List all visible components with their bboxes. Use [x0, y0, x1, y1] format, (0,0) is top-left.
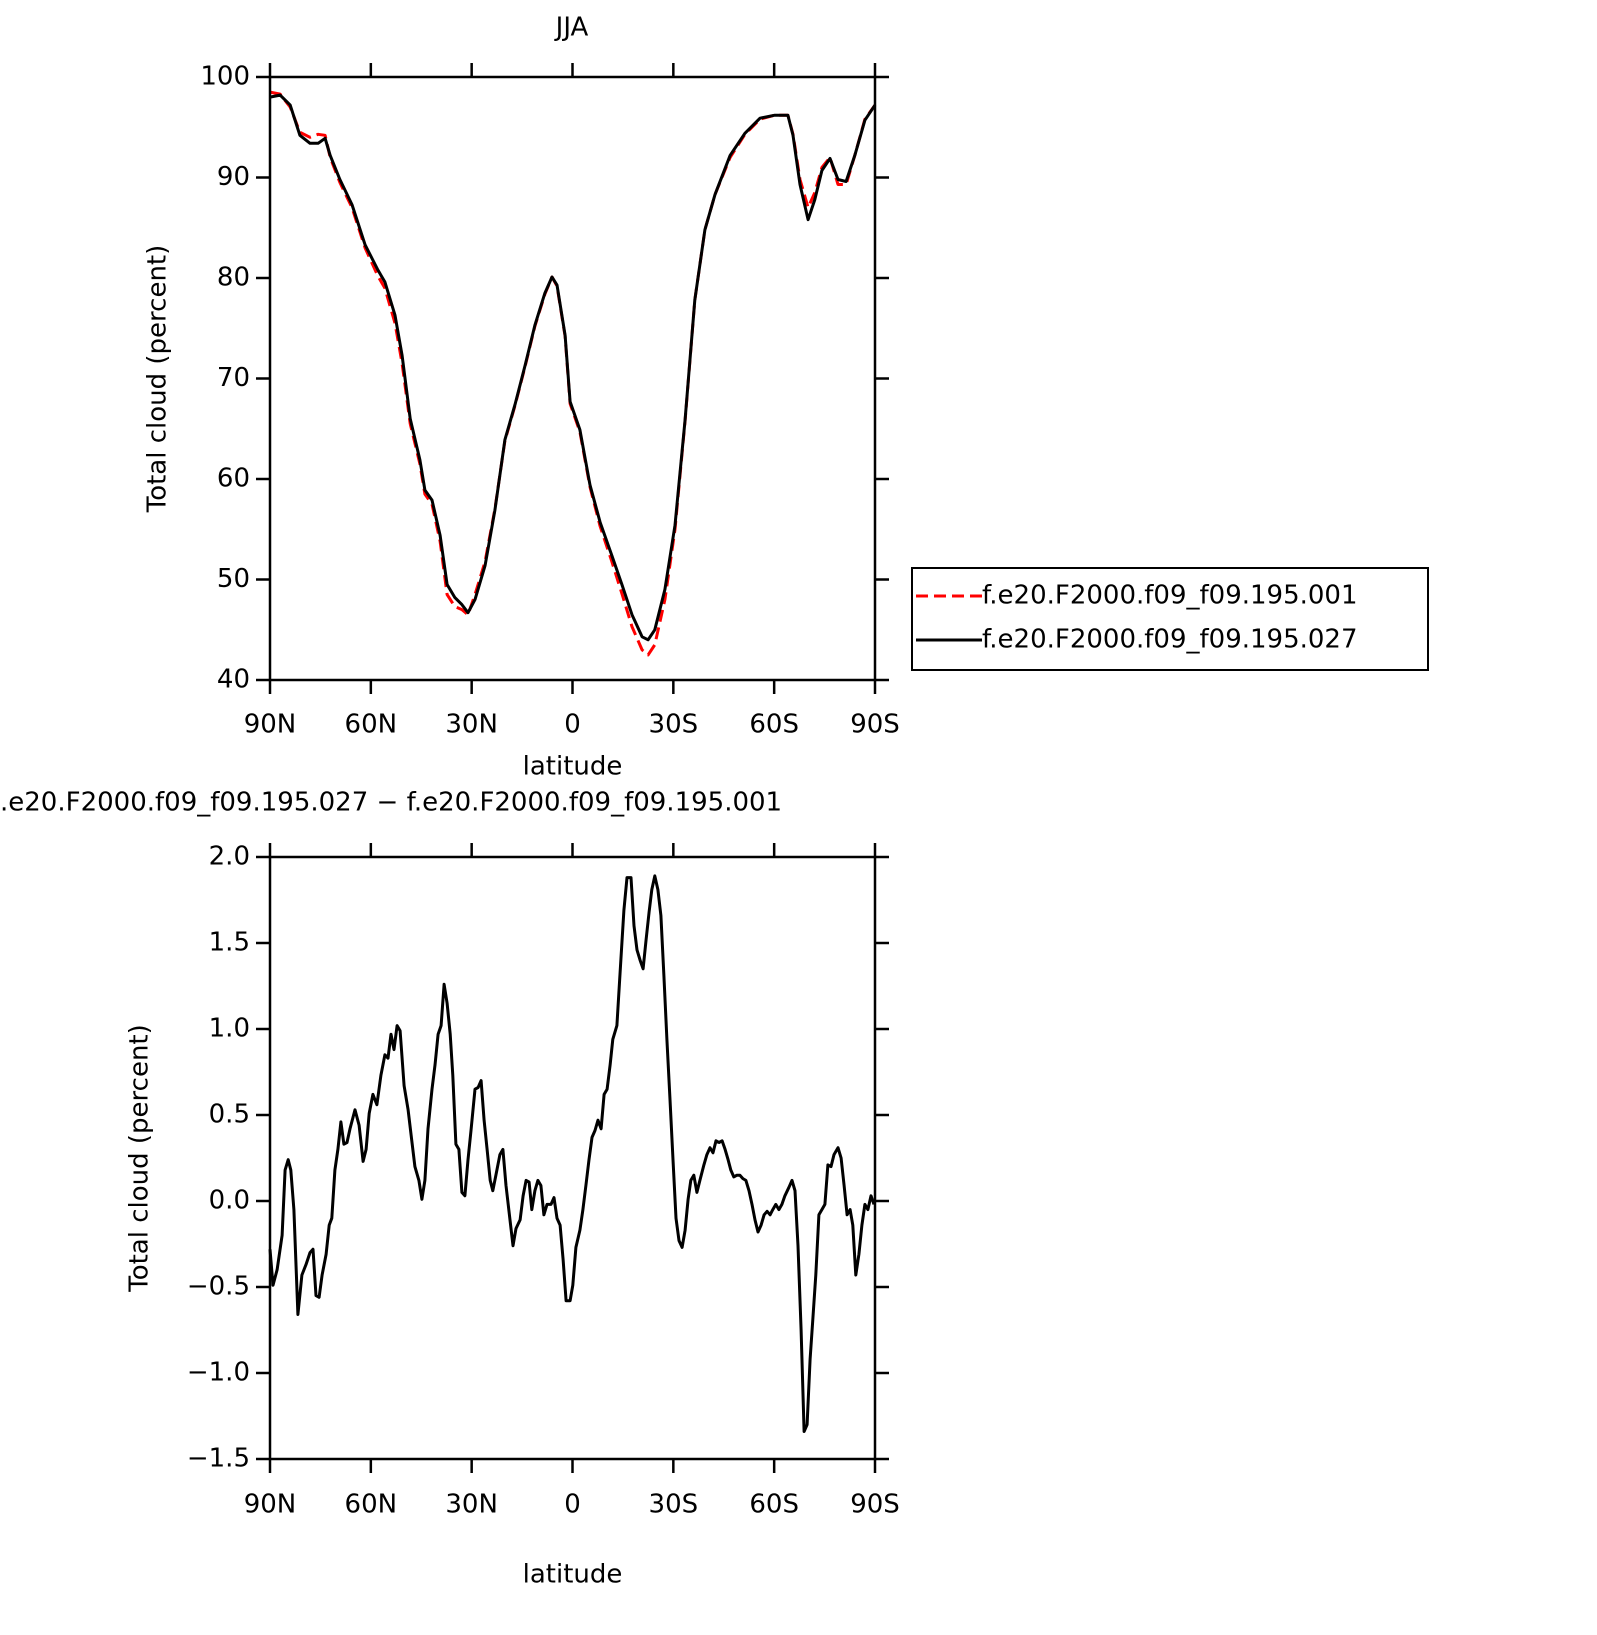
x-tick-label: 0	[564, 1490, 581, 1520]
x-tick-label: 90S	[850, 710, 900, 740]
y-tick-label: 60	[217, 464, 250, 494]
y-tick-label: 1.5	[209, 928, 250, 958]
x-tick-label: 60N	[345, 1490, 398, 1520]
x-tick-label: 90N	[244, 1490, 297, 1520]
x-tick-label: 60N	[345, 710, 398, 740]
y-tick-label: 0.5	[209, 1100, 250, 1130]
legend-label: f.e20.F2000.f09_f09.195.001	[982, 581, 1358, 611]
y-tick-label: 100	[200, 62, 250, 92]
y-tick-label: 0.0	[209, 1186, 250, 1216]
legend-box	[911, 567, 1429, 671]
y-tick-label: 2.0	[209, 842, 250, 872]
y-tick-label: 1.0	[209, 1014, 250, 1044]
y-tick-label: 90	[217, 162, 250, 192]
x-axis-title: latitude	[523, 752, 623, 782]
legend-label: f.e20.F2000.f09_f09.195.027	[982, 625, 1358, 655]
y-axis-title: Total cloud (percent)	[143, 245, 173, 514]
data-line	[269, 93, 877, 642]
y-tick-label: 80	[217, 263, 250, 293]
x-tick-label: 30N	[445, 710, 498, 740]
x-tick-label: 30S	[649, 710, 699, 740]
x-tick-label: 90N	[244, 710, 297, 740]
y-axis-title: Total cloud (percent)	[125, 1024, 155, 1293]
chart-title: JJA	[554, 13, 589, 43]
x-tick-label: 30S	[649, 1490, 699, 1520]
plot-frame	[268, 75, 877, 682]
y-tick-label: −1.0	[187, 1358, 250, 1388]
y-tick-label: −1.5	[187, 1444, 250, 1474]
data-line	[268, 874, 876, 1433]
chart-title: .e20.F2000.f09_f09.195.027 − f.e20.F2000…	[0, 788, 782, 818]
x-tick-label: 60S	[749, 1490, 799, 1520]
x-tick-label: 0	[564, 710, 581, 740]
x-tick-label: 60S	[749, 710, 799, 740]
y-tick-label: 70	[217, 363, 250, 393]
y-tick-label: 50	[217, 564, 250, 594]
y-tick-label: −0.5	[187, 1272, 250, 1302]
data-line	[269, 90, 877, 657]
x-tick-label: 90S	[850, 1490, 900, 1520]
y-tick-label: 40	[217, 665, 250, 695]
x-axis-title: latitude	[523, 1560, 623, 1590]
plot-frame	[268, 855, 877, 1461]
x-tick-label: 30N	[445, 1490, 498, 1520]
